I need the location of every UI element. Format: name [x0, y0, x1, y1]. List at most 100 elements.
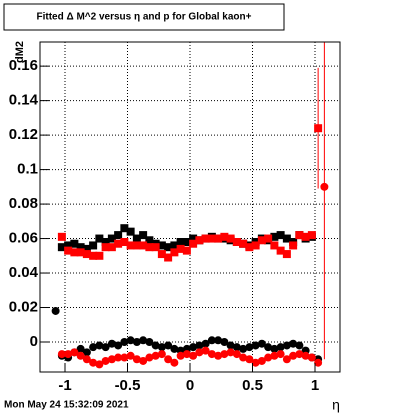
marker-circle [64, 350, 73, 359]
x-tick-label: -1 [58, 377, 71, 394]
marker-circle [114, 353, 123, 362]
marker-circle [251, 341, 260, 350]
marker-square [295, 231, 304, 240]
marker-square [107, 234, 116, 243]
marker-circle [295, 350, 304, 359]
marker-circle [251, 358, 260, 367]
marker-circle [70, 348, 79, 357]
marker-circle [207, 350, 216, 359]
marker-square [301, 232, 310, 241]
marker-square [89, 251, 98, 260]
marker-square [276, 246, 285, 255]
marker-square [89, 241, 98, 250]
marker-circle [126, 351, 135, 360]
marker-square [82, 250, 91, 259]
marker-circle [270, 351, 279, 360]
y-tick-label: 0.06 [9, 230, 38, 247]
marker-circle [107, 339, 116, 348]
marker-square [114, 231, 123, 240]
marker-square [270, 232, 279, 241]
title-box [3, 3, 285, 31]
marker-square [145, 236, 154, 245]
marker-square [126, 227, 135, 236]
marker-square [132, 241, 141, 250]
marker-circle [120, 338, 129, 346]
marker-circle [82, 355, 91, 364]
marker-circle [276, 343, 285, 352]
marker-circle [226, 348, 235, 357]
marker-circle [214, 336, 223, 345]
y-tick-label: 0.16 [9, 57, 38, 74]
marker-circle [301, 351, 310, 360]
marker-square [57, 232, 66, 241]
marker-circle [239, 344, 248, 353]
marker-square [195, 236, 204, 245]
marker-circle [132, 338, 141, 346]
marker-square [76, 248, 85, 257]
marker-square [201, 234, 210, 243]
marker-square [126, 241, 135, 250]
marker-circle [176, 351, 185, 360]
marker-circle [57, 350, 66, 359]
marker-square [164, 253, 173, 262]
marker-circle [214, 351, 223, 360]
marker-circle [76, 344, 85, 353]
marker-square [239, 239, 248, 248]
marker-circle [320, 182, 329, 191]
marker-circle [189, 351, 198, 360]
marker-circle [89, 358, 98, 367]
marker-square [82, 244, 91, 253]
marker-circle [276, 350, 285, 359]
marker-circle [120, 353, 129, 362]
marker-circle [139, 336, 148, 345]
marker-square [314, 124, 323, 133]
marker-circle [195, 348, 204, 357]
marker-circle [289, 339, 298, 348]
marker-square [164, 243, 173, 252]
marker-square [176, 244, 185, 253]
marker-square [264, 234, 273, 243]
marker-circle [239, 353, 248, 362]
marker-square [232, 238, 241, 246]
marker-square [170, 241, 179, 250]
marker-circle [220, 350, 229, 359]
marker-square [270, 241, 279, 250]
marker-circle [182, 350, 191, 359]
marker-square [170, 248, 179, 257]
y-axis-label: dM2 [14, 41, 26, 63]
marker-circle [257, 356, 266, 365]
marker-square [157, 250, 166, 259]
marker-square [101, 243, 110, 252]
plot-area [40, 42, 340, 372]
marker-circle [189, 343, 198, 352]
marker-square [107, 243, 116, 252]
marker-square [307, 231, 316, 240]
marker-circle [245, 355, 254, 364]
marker-circle [107, 355, 116, 364]
marker-circle [270, 344, 279, 353]
x-tick-label: 0.5 [242, 377, 263, 394]
marker-circle [232, 350, 241, 359]
marker-circle [295, 341, 304, 350]
marker-square [220, 232, 229, 241]
marker-square [182, 246, 191, 255]
marker-square [64, 246, 73, 255]
chart-title: Fitted Δ M^2 versus η and p for Global k… [36, 12, 251, 23]
marker-square [226, 234, 235, 243]
marker-square [282, 234, 291, 243]
marker-circle [101, 343, 110, 352]
marker-square [70, 239, 79, 248]
marker-circle [220, 338, 229, 346]
x-tick-label: 1 [311, 377, 319, 394]
marker-circle [157, 350, 166, 359]
marker-circle [232, 343, 241, 352]
marker-circle [170, 358, 179, 367]
marker-circle [307, 353, 316, 362]
marker-circle [126, 336, 135, 345]
marker-circle [145, 338, 154, 346]
marker-square [120, 224, 129, 233]
marker-circle [114, 341, 123, 350]
marker-square [120, 238, 129, 246]
marker-circle [195, 341, 204, 350]
